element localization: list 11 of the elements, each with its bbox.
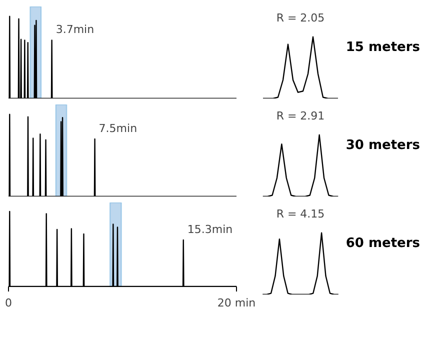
text: 60 meters bbox=[346, 236, 420, 252]
text: 30 meters bbox=[346, 138, 420, 154]
annotation: 15.3min bbox=[187, 223, 233, 236]
x-tick-label: 20 min bbox=[217, 296, 256, 310]
chart-title: R = 2.91 bbox=[276, 110, 325, 122]
text: 15 meters bbox=[346, 40, 420, 56]
x-tick-label: 0 bbox=[5, 296, 12, 310]
annotation: 3.7min bbox=[56, 23, 94, 36]
chart-title: R = 2.05 bbox=[276, 12, 325, 24]
chart-title: R = 4.15 bbox=[276, 208, 325, 220]
annotation: 7.5min bbox=[98, 122, 138, 135]
